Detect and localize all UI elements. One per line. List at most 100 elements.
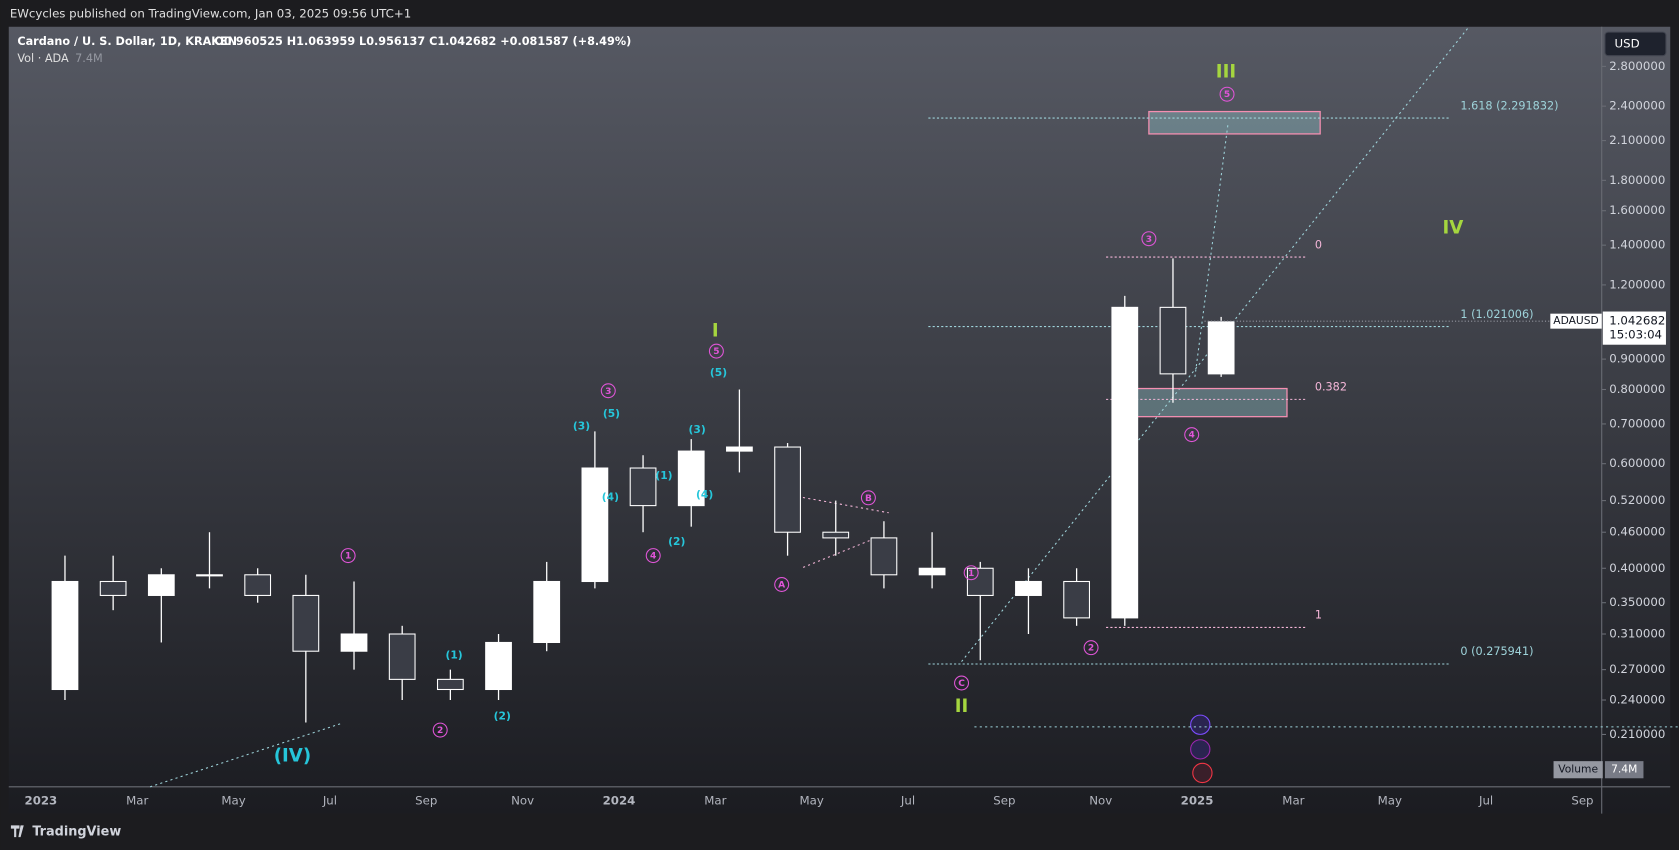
trend-line (961, 26, 1470, 662)
y-tick-label: 0.310000 (1609, 627, 1665, 641)
wave-label: (5) (710, 366, 727, 379)
y-tick-label: 0.210000 (1609, 727, 1665, 741)
symbol-tag: ADAUSD (1553, 314, 1598, 327)
ohlc: O0.960525 H1.063959 L0.956137 C1.042682 … (214, 35, 631, 48)
wave-label: B (865, 494, 872, 504)
wave-circle (432, 722, 448, 738)
wave-label: (4) (602, 490, 619, 503)
currency[interactable]: USD (1615, 36, 1640, 50)
wave-label: C (958, 679, 965, 689)
icon[interactable] (1190, 739, 1211, 760)
candle-body (99, 580, 127, 596)
wave-circle (340, 548, 356, 564)
candle-body (51, 580, 79, 691)
candle-body (1159, 306, 1187, 375)
wave-label: 2 (437, 726, 443, 736)
trend-line (792, 495, 889, 514)
countdown: 15:03:04 (1609, 328, 1662, 342)
publisher: EWcycles published on TradingView.com, J… (10, 6, 411, 20)
wave-circle (1184, 427, 1200, 443)
candle-body (774, 446, 801, 533)
x-tick-label: Mar (126, 793, 148, 807)
x-tick-label: Sep (1571, 793, 1593, 807)
wave-circle (860, 490, 876, 506)
candle-body (966, 567, 994, 596)
y-tick-label: 1.400000 (1609, 238, 1665, 252)
x-tick-label: Sep (993, 793, 1015, 807)
y-tick-label: 0.700000 (1609, 416, 1665, 430)
x-tick-label: Mar (1282, 793, 1304, 807)
wave-label: (4) (696, 488, 713, 501)
wave-label: 4 (1189, 431, 1195, 441)
brand[interactable]: TradingView (32, 824, 121, 839)
candle-body (1063, 580, 1091, 619)
wave-label: A (778, 581, 785, 591)
volume-value-box (1604, 761, 1644, 779)
wave-label: 3 (605, 387, 611, 397)
wave-label: 5 (713, 347, 719, 357)
wave-label: (IV) (274, 745, 311, 766)
wave-label: III (1216, 61, 1236, 82)
candle-body (1207, 321, 1235, 375)
wave-label: (5) (603, 407, 620, 420)
y-tick-label: 1.200000 (1609, 277, 1665, 291)
fib-label: 0.382 (1315, 381, 1347, 394)
tool-icons (1190, 714, 1213, 784)
x-tick-label: 2023 (25, 793, 58, 807)
y-tick-label: 2.800000 (1609, 59, 1665, 73)
symbol-title: Cardano / U. S. Dollar, 1D, KRAKEN (17, 35, 237, 48)
fib-label: 1 (1.021006) (1460, 308, 1533, 321)
y-tick-label: 0.460000 (1609, 525, 1665, 539)
brand-logo (10, 825, 24, 838)
x-tick-label: Jul (900, 793, 915, 807)
wave-circle (1083, 640, 1099, 656)
y-tick-label: 1.800000 (1609, 173, 1665, 187)
x-tick-label: Mar (704, 793, 726, 807)
candle-body (822, 531, 850, 539)
y-tick-label: 0.800000 (1609, 382, 1665, 396)
fib-label: 0 (1315, 238, 1322, 251)
icon[interactable] (1190, 714, 1211, 735)
candle-body (918, 567, 946, 576)
candle-body (485, 641, 512, 691)
wave-label: 5 (1224, 90, 1230, 100)
volume-tag-box (1553, 761, 1603, 779)
y-tick-label: 0.270000 (1609, 662, 1665, 676)
wave-label: 1 (345, 552, 351, 562)
candle-body (147, 574, 175, 596)
wave-label: 1 (968, 569, 974, 579)
chart-area (8, 26, 1671, 814)
candle-body (196, 574, 223, 577)
wave-label: IV (1442, 218, 1463, 239)
x-tick-label: Jul (1478, 793, 1493, 807)
icon[interactable] (1192, 762, 1213, 784)
x-tick-label: Sep (415, 793, 437, 807)
volume-value: 7.4M (1611, 763, 1637, 776)
volume-legend: Vol · ADA (17, 52, 69, 65)
candle-body (292, 594, 320, 652)
y-tick-label: 0.400000 (1609, 561, 1665, 575)
wave-circle (774, 577, 790, 593)
wave-circle (600, 383, 616, 399)
trend-line (802, 540, 870, 568)
fib-label: 0 (0.275941) (1460, 645, 1533, 658)
target-zone (1148, 110, 1321, 135)
wave-label: (1) (446, 649, 463, 662)
candle-body (1015, 580, 1042, 596)
candle-body (870, 537, 898, 576)
y-tick-label: 0.520000 (1609, 493, 1665, 507)
candle-body (629, 467, 657, 507)
candle-body (436, 678, 464, 691)
wave-label: (2) (494, 710, 511, 723)
y-tick-label: 0.900000 (1609, 352, 1665, 366)
wave-circle (954, 675, 970, 691)
wave-label: II (955, 696, 969, 717)
trend-line (149, 723, 341, 788)
wave-label: 4 (650, 552, 656, 562)
candle-body (340, 633, 368, 652)
currency-box[interactable] (1604, 31, 1667, 57)
wave-label: (3) (689, 423, 706, 436)
x-tick-label: Jul (322, 793, 337, 807)
